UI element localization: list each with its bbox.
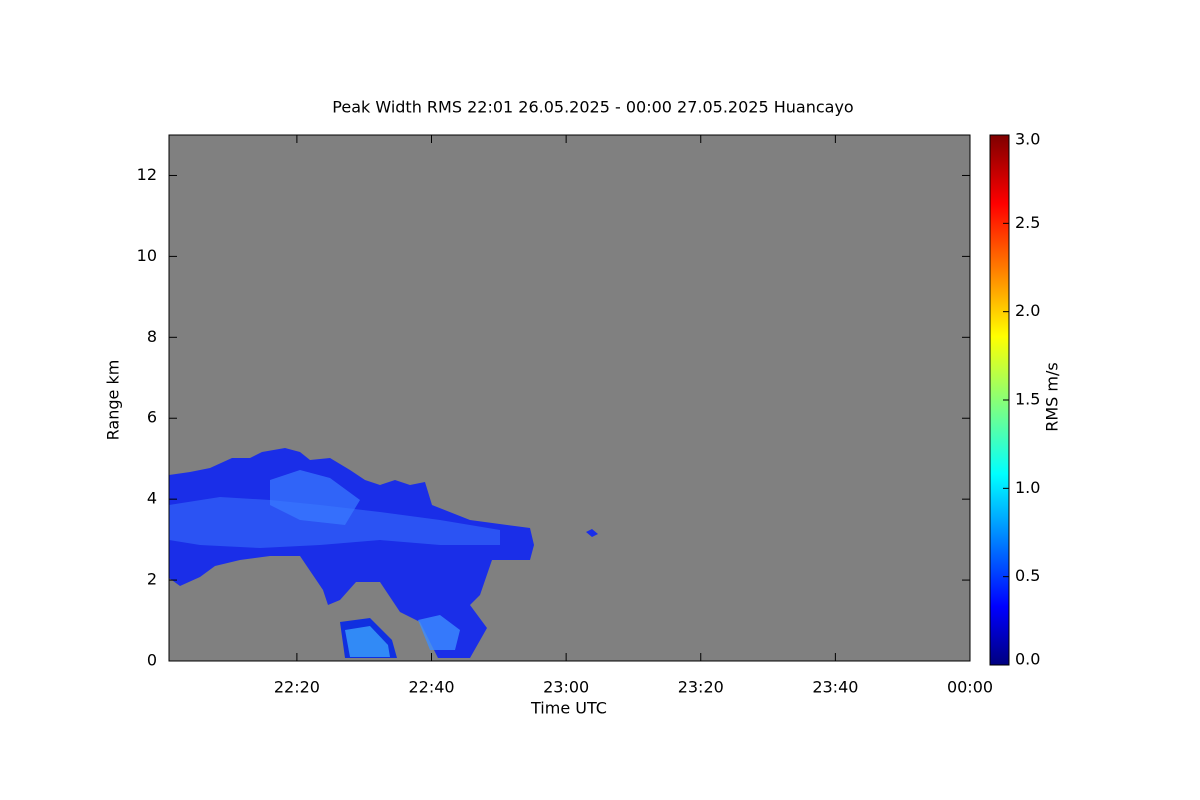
y-axis-label: Range km: [104, 360, 123, 441]
plot-area: [169, 135, 970, 661]
x-tick-label: 23:20: [678, 678, 724, 697]
colorbar-tick-label: 1.0: [1015, 478, 1040, 497]
y-tick-label: 0: [147, 651, 157, 670]
y-tick-label: 2: [147, 570, 157, 589]
x-axis-label: Time UTC: [530, 699, 607, 718]
x-tick-label: 23:40: [812, 678, 858, 697]
colorbar-tick-label: 2.0: [1015, 301, 1040, 320]
y-tick-label: 4: [147, 489, 157, 508]
plot-frame: [168, 134, 971, 662]
y-tick-label: 10: [137, 246, 157, 265]
y-tick-label: 6: [147, 408, 157, 427]
x-tick-label: 22:40: [408, 678, 454, 697]
x-tick-label: 00:00: [947, 678, 993, 697]
chart-title: Peak Width RMS 22:01 26.05.2025 - 00:00 …: [332, 98, 853, 117]
colorbar-tick-label: 1.5: [1015, 390, 1040, 409]
colorbar-label: RMS m/s: [1043, 362, 1062, 431]
echo-field: [169, 448, 598, 658]
colorbar-tick-label: 0.0: [1015, 650, 1040, 669]
colorbar-tick-label: 3.0: [1015, 130, 1040, 149]
x-tick-label: 23:00: [543, 678, 589, 697]
x-tick-label: 22:20: [274, 678, 320, 697]
colorbar-tick-label: 0.5: [1015, 566, 1040, 585]
y-tick-label: 8: [147, 327, 157, 346]
colorbar-tick-label: 2.5: [1015, 213, 1040, 232]
y-tick-label: 12: [137, 165, 157, 184]
